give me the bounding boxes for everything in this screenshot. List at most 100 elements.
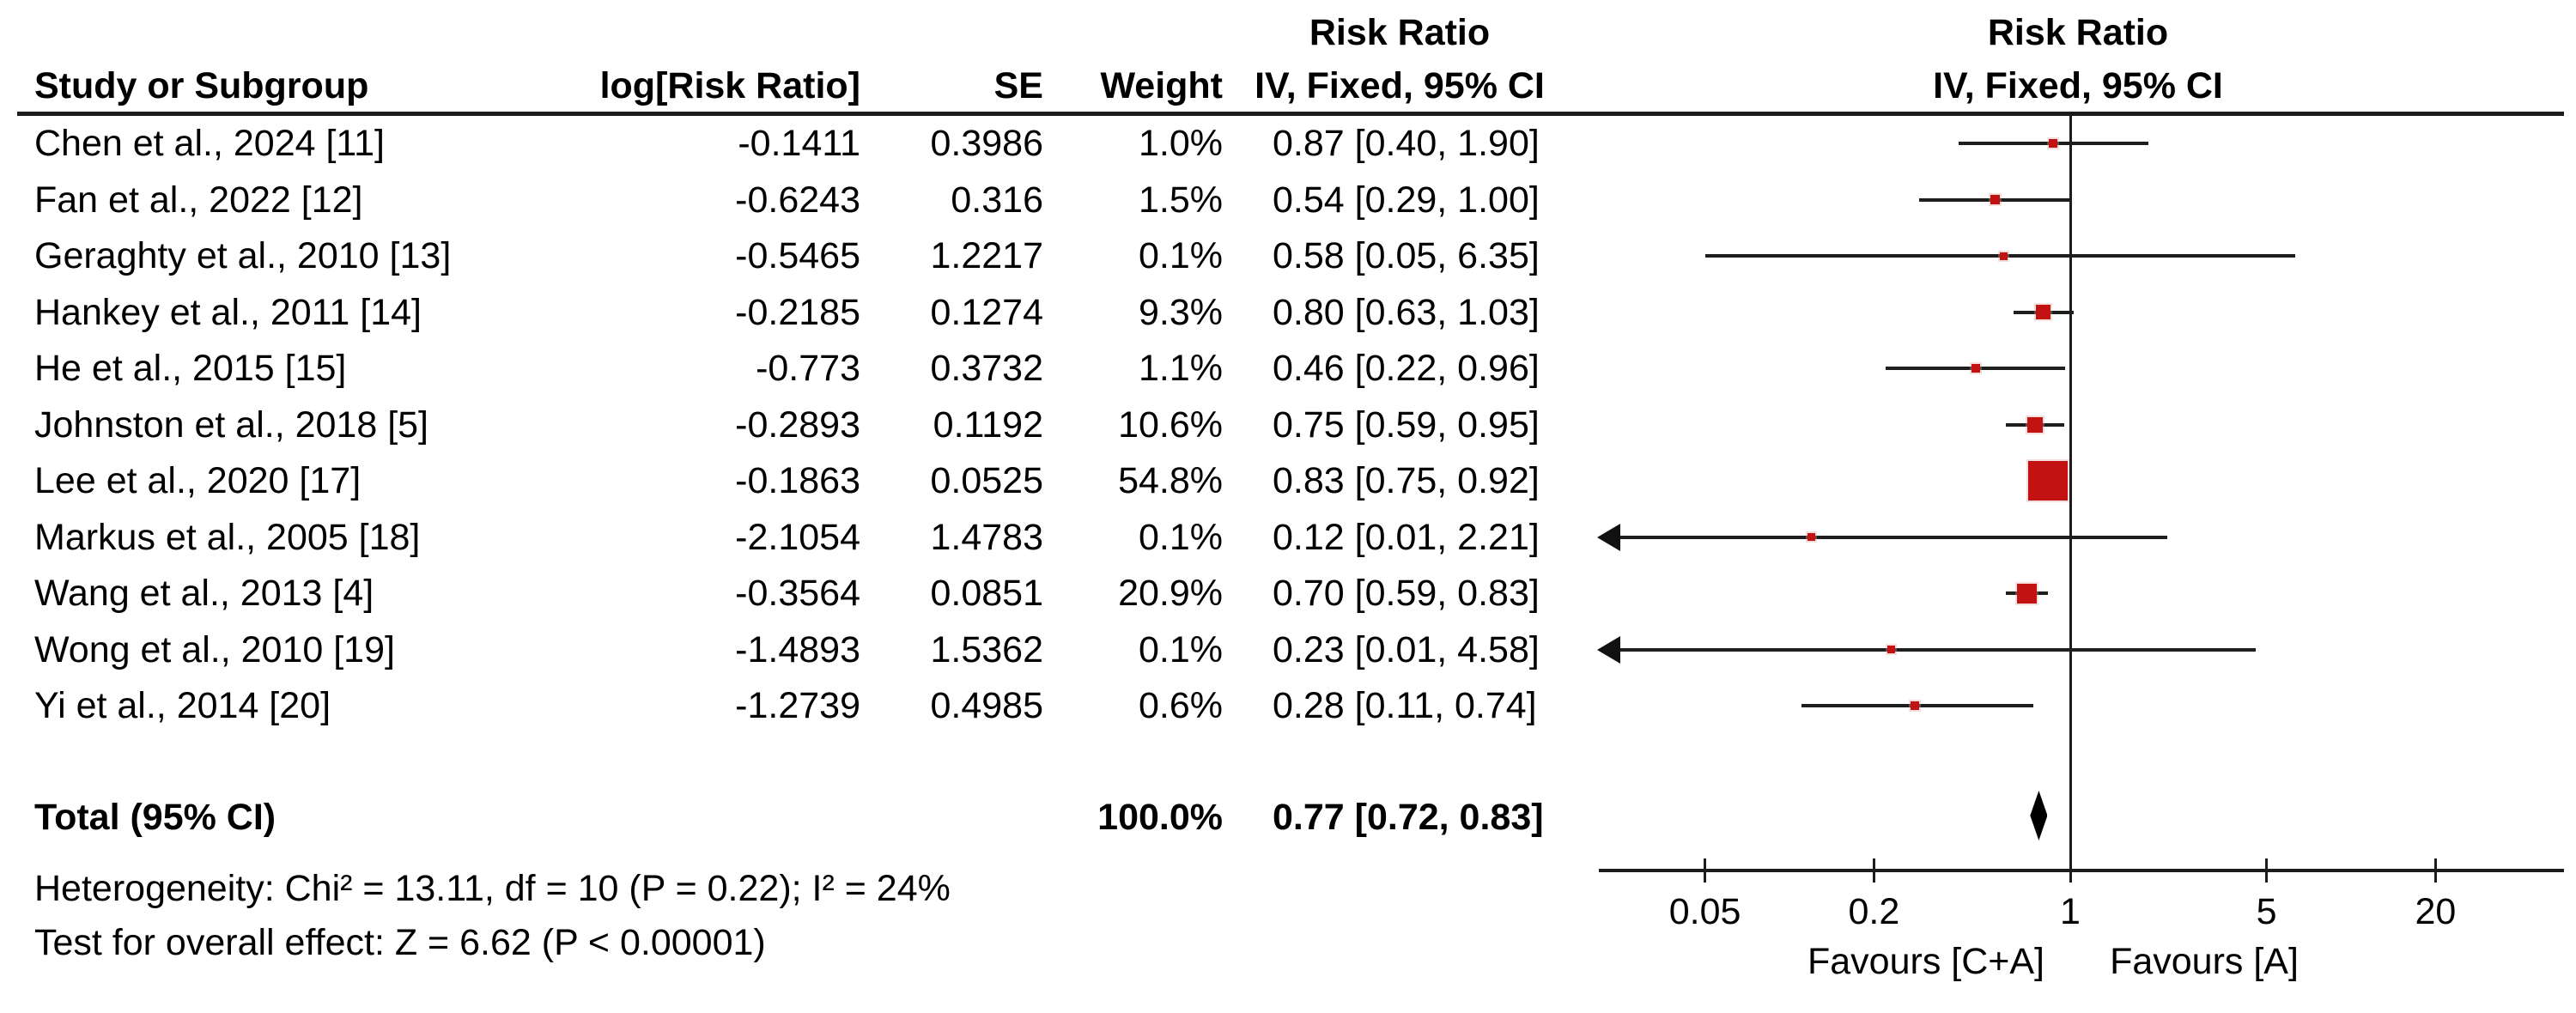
study-se: 0.316 [951, 179, 1043, 221]
study-se: 0.3732 [930, 348, 1043, 389]
study-log-rr: -0.2893 [735, 403, 860, 446]
effect-square [2000, 252, 2008, 260]
total-label: Total (95% CI) [34, 797, 276, 838]
effect-square [2049, 139, 2058, 148]
study-label: He et al., 2015 [15] [34, 348, 347, 389]
study-ci-text: 0.87 [0.40, 1.90] [1273, 123, 1540, 164]
study-weight: 0.1% [1138, 235, 1223, 276]
study-label: Chen et al., 2024 [11] [34, 123, 385, 164]
total-weight: 100.0% [1097, 797, 1223, 838]
study-weight: 9.3% [1138, 291, 1223, 333]
study-log-rr: -1.4893 [735, 628, 860, 670]
study-se: 1.2217 [930, 235, 1043, 276]
header-divider [17, 112, 2564, 116]
study-log-rr: -2.1054 [735, 516, 860, 558]
col-header-ci: IV, Fixed, 95% CI [1255, 65, 1545, 106]
study-log-rr: -0.1411 [738, 123, 860, 164]
study-ci-text: 0.83 [0.75, 0.92] [1273, 460, 1540, 501]
study-label: Wong et al., 2010 [19] [34, 628, 395, 670]
pooled-effect-diamond [2030, 791, 2048, 840]
study-ci-text: 0.54 [0.29, 1.00] [1273, 179, 1540, 221]
risk-ratio-left-title: Risk Ratio [1309, 12, 1491, 53]
study-label: Lee et al., 2020 [17] [34, 460, 361, 501]
study-ci-text: 0.46 [0.22, 0.96] [1273, 348, 1540, 389]
study-weight: 0.1% [1138, 628, 1223, 670]
study-ci-text: 0.70 [0.59, 0.83] [1273, 573, 1540, 614]
risk-ratio-right-title: Risk Ratio [1987, 12, 2169, 53]
study-label: Yi et al., 2014 [20] [34, 685, 331, 726]
favours-left-label: Favours [C+A] [1807, 941, 2044, 982]
study-log-rr: -0.1863 [735, 460, 860, 501]
study-label: Geraghty et al., 2010 [13] [34, 235, 452, 276]
study-se: 0.0851 [930, 573, 1043, 614]
study-ci-text: 0.80 [0.63, 1.03] [1273, 291, 1540, 333]
ci-line [1620, 535, 2167, 539]
study-label: Hankey et al., 2011 [14] [34, 291, 422, 333]
study-weight: 54.8% [1118, 460, 1223, 501]
study-se: 0.3986 [930, 123, 1043, 164]
study-weight: 20.9% [1118, 573, 1223, 614]
x-axis-tick [1704, 858, 1707, 883]
study-label: Johnston et al., 2018 [5] [34, 403, 428, 446]
reference-line [2069, 114, 2072, 870]
study-ci-text: 0.28 [0.11, 0.74] [1273, 685, 1537, 726]
study-log-rr: -0.773 [756, 348, 860, 389]
col-header-se: SE [993, 65, 1043, 106]
x-axis-tick [2433, 858, 2437, 883]
study-se: 0.4985 [930, 685, 1043, 726]
effect-square [1990, 195, 2000, 204]
overall-effect-text: Test for overall effect: Z = 6.62 (P < 0… [34, 922, 766, 963]
study-weight: 1.1% [1138, 348, 1223, 389]
effect-square [2035, 305, 2050, 319]
study-label: Markus et al., 2005 [18] [34, 516, 421, 558]
x-axis-tick-label: 0.2 [1848, 891, 1900, 932]
x-axis [1599, 869, 2564, 872]
study-se: 1.5362 [930, 628, 1043, 670]
effect-square [1911, 701, 1920, 710]
x-axis-tick-label: 5 [2256, 891, 2277, 932]
effect-square [1886, 646, 1895, 653]
study-log-rr: -0.3564 [735, 573, 860, 614]
x-axis-tick [2265, 858, 2269, 883]
study-weight: 0.6% [1138, 685, 1223, 726]
ci-truncation-arrow-icon [1597, 523, 1620, 551]
study-log-rr: -0.5465 [735, 235, 860, 276]
col-header-weight: Weight [1100, 65, 1223, 106]
study-weight: 1.0% [1138, 123, 1223, 164]
study-log-rr: -0.2185 [735, 291, 860, 333]
x-axis-tick-label: 1 [2060, 891, 2081, 932]
heterogeneity-text: Heterogeneity: Chi² = 13.11, df = 10 (P … [34, 868, 951, 909]
x-axis-tick-label: 20 [2415, 891, 2457, 932]
effect-square [2027, 461, 2068, 500]
col-header-study: Study or Subgroup [34, 65, 369, 106]
study-ci-text: 0.23 [0.01, 4.58] [1273, 628, 1540, 670]
effect-square [2027, 416, 2044, 433]
favours-right-label: Favours [A] [2110, 941, 2299, 982]
study-se: 0.1274 [930, 291, 1043, 333]
x-axis-tick-label: 0.05 [1668, 891, 1741, 932]
x-axis-tick [2069, 858, 2072, 883]
col-header-log-rr: log[Risk Ratio] [599, 65, 860, 106]
study-weight: 0.1% [1138, 516, 1223, 558]
total-ci: 0.77 [0.72, 0.83] [1273, 797, 1544, 838]
study-ci-text: 0.75 [0.59, 0.95] [1273, 403, 1540, 446]
x-axis-tick [1872, 858, 1875, 883]
study-log-rr: -1.2739 [735, 685, 860, 726]
ci-line [1620, 647, 2257, 652]
study-weight: 1.5% [1138, 179, 1223, 221]
study-weight: 10.6% [1118, 403, 1223, 446]
ci-truncation-arrow-icon [1597, 635, 1620, 664]
study-ci-text: 0.58 [0.05, 6.35] [1273, 235, 1540, 276]
study-log-rr: -0.6243 [735, 179, 860, 221]
study-label: Fan et al., 2022 [12] [34, 179, 363, 221]
study-se: 0.1192 [933, 403, 1043, 446]
study-label: Wang et al., 2013 [4] [34, 573, 374, 614]
plot-header-ci: IV, Fixed, 95% CI [1933, 65, 2223, 106]
effect-square [2016, 583, 2037, 604]
effect-square [1807, 533, 1816, 541]
study-ci-text: 0.12 [0.01, 2.21] [1273, 516, 1540, 558]
effect-square [1971, 364, 1980, 373]
study-se: 0.0525 [930, 460, 1043, 501]
study-se: 1.4783 [930, 516, 1043, 558]
